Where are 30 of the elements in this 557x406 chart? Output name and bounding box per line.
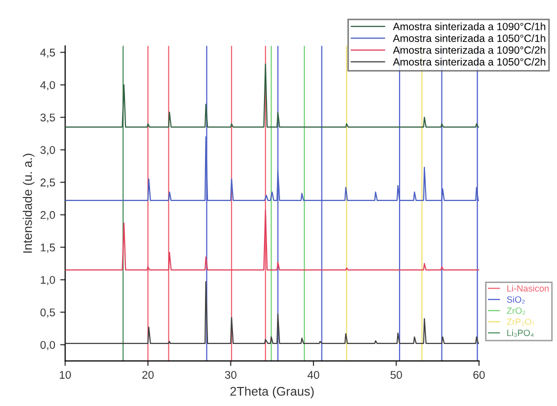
y-tick-label: 0,5: [40, 308, 55, 318]
x-tick-label: 20: [142, 370, 154, 379]
legend-label: Amostra sinterizada a 1050°C/2h: [392, 58, 546, 66]
ref-line-label: ZrP₂O₇: [506, 318, 534, 326]
legend-label: Amostra sinterizada a 1050°C/1h: [392, 34, 546, 42]
ref-line-label: SiO₂: [506, 296, 525, 304]
x-tick-label: 30: [224, 370, 236, 379]
y-tick-label: 2,0: [40, 211, 56, 220]
y-tick-label: 3,5: [40, 114, 55, 123]
legend-label: Amostra sinterizada a 1090°C/2h: [392, 46, 546, 54]
line-series: [65, 210, 480, 271]
legend-label: Amostra sinterizada a 1090°C/1h: [392, 22, 546, 30]
y-tick-label: 2,5: [40, 178, 55, 188]
y-tick-label: 3,0: [40, 146, 56, 156]
ref-line-label: Li-Nasicon: [507, 284, 549, 292]
y-tick-label: 4,0: [40, 81, 56, 90]
x-axis-title: 2Theta (Graus): [230, 386, 314, 398]
ref-line-label: Li₃PO₄: [507, 329, 534, 337]
x-tick-label: 50: [390, 370, 402, 379]
y-tick-label: 1,5: [40, 244, 55, 253]
line-series: [65, 136, 480, 202]
y-tick-label: 4,5: [40, 48, 55, 58]
x-tick-label: 10: [60, 370, 71, 379]
ref-line-label: ZrO₂: [506, 307, 526, 315]
y-tick-label: 1,0: [40, 276, 56, 286]
x-tick-label: 40: [308, 370, 320, 379]
y-axis-title: Intensidade (u. a.): [22, 154, 34, 253]
y-tick-label: 0,0: [40, 340, 56, 350]
line-series: [65, 281, 480, 344]
x-tick-label: 60: [473, 370, 485, 379]
